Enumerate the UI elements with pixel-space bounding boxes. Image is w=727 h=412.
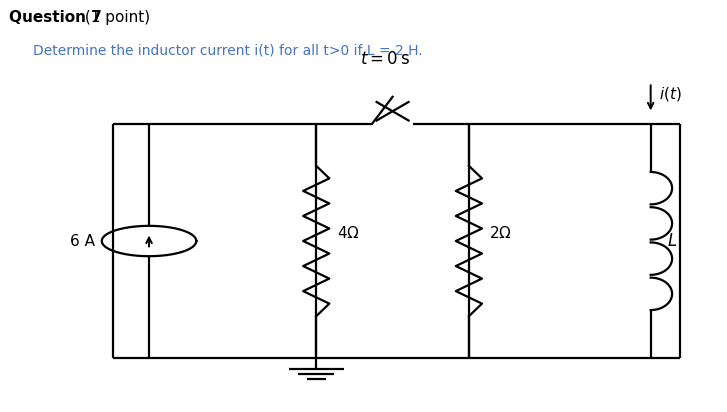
Text: 6 A: 6 A — [70, 234, 95, 248]
Text: $2\Omega$: $2\Omega$ — [489, 225, 512, 241]
Text: $L$: $L$ — [667, 232, 677, 250]
Text: Determine the inductor current i(t) for all t>0 if L = 2 H.: Determine the inductor current i(t) for … — [33, 43, 422, 57]
Text: $t=0\,\mathrm{s}$: $t=0\,\mathrm{s}$ — [361, 50, 410, 68]
Text: Question 7: Question 7 — [9, 10, 102, 25]
Text: (1 point): (1 point) — [80, 10, 150, 25]
Text: $4\Omega$: $4\Omega$ — [337, 225, 359, 241]
Text: $i(t)$: $i(t)$ — [659, 85, 682, 103]
